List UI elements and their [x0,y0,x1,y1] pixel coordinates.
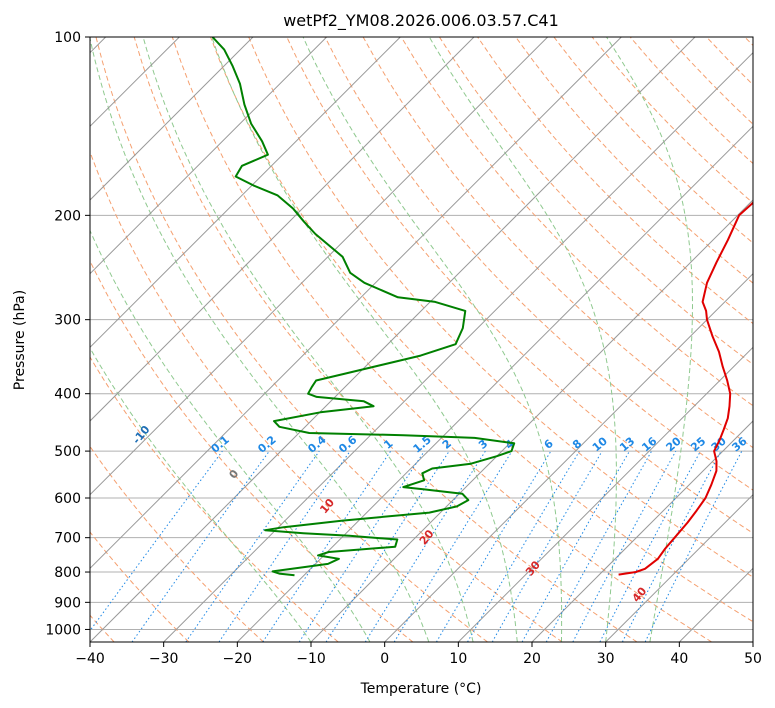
isotherm [90,37,328,275]
isotherm [384,272,753,642]
profile-series [211,37,753,577]
isotherm [90,37,549,496]
dry-adiabat [133,37,638,642]
x-axis-ticks: −40 −30 −20 −10 0 10 20 30 40 50 [75,642,762,667]
moist-adiabat [90,37,430,642]
y-tick-label: 900 [54,595,81,611]
isotherm [90,37,401,349]
mixing-ratio-line [521,450,630,642]
y-tick-label: 1000 [45,622,81,638]
dry-adiabat [90,356,339,642]
dry-adiabat [324,37,753,491]
mixing-ratio-line [545,450,653,642]
y-tick-label: 700 [54,531,81,547]
mixing-ratio-line [572,450,677,642]
y-tick-label: 600 [54,491,81,507]
x-tick-label: −30 [149,651,179,667]
plot-frame [89,36,754,643]
y-tick-label: 500 [54,444,81,460]
isotherm [605,493,753,642]
mixing-ratio-line [218,450,351,642]
dry-adiabat [90,445,264,642]
mixing-ratio-line [262,450,392,642]
x-tick-label: −40 [75,651,105,667]
y-axis-ticks: 100 200 300 400 500 600 700 800 900 1000 [45,30,90,638]
y-tick-label: 300 [54,313,81,329]
moist-adiabat [606,37,693,642]
y-tick-label: 400 [54,387,81,403]
x-tick-label: −10 [296,651,326,667]
dry-adiabat [438,37,753,366]
isotherm [310,199,753,642]
isotherm [90,37,254,201]
isotherm [457,346,753,642]
y-tick-label: 200 [54,208,81,224]
moist-adiabat [428,37,617,642]
dry-adiabat [90,531,190,642]
dry-adiabat [515,37,753,284]
x-tick-label: 50 [744,651,762,667]
dry-adiabat [95,37,563,642]
isotherms [90,37,753,642]
x-tick-label: 10 [449,651,467,667]
dry-adiabat [90,150,488,642]
dry-adiabat [400,37,753,407]
x-tick-label: 20 [523,651,541,667]
isotherm [90,37,475,422]
mixing-ratio-line [393,450,513,642]
moist-adiabat [302,37,563,642]
temperature-profile [618,201,753,576]
dry-adiabat [171,37,712,642]
pressure-gridlines [90,37,753,630]
x-axis-label: Temperature (°C) [360,681,482,697]
moist-adiabat [211,37,518,642]
mixing-ratio-line [131,450,270,642]
dry-adiabat [210,37,753,623]
y-axis-label: Pressure (hPa) [12,290,28,390]
dry-adiabats [90,37,753,642]
y-tick-label: 100 [54,30,81,46]
mixing-ratio-line [185,450,320,642]
x-tick-label: 0 [380,651,389,667]
mixing-ratio-line [325,450,450,642]
isotherm [163,51,753,642]
chart-title: wetPf2_YM08.2026.006.03.57.C41 [283,11,559,31]
x-tick-label: −20 [223,651,253,667]
x-tick-label: 40 [670,651,688,667]
x-tick-label: 30 [597,651,615,667]
isotherm [90,37,622,570]
moist-adiabat [90,229,371,642]
mixing-ratio-line [644,450,743,642]
isotherm [236,125,753,642]
dry-adiabat [248,37,753,578]
isotherm [90,37,696,642]
mixing-ratio-lines [90,450,743,642]
mixing-ratio-line [298,450,425,642]
y-tick-label: 800 [54,565,81,581]
isotherm [531,420,753,642]
dewpoint-profile [211,37,516,577]
mixing-ratio-line [90,450,223,632]
